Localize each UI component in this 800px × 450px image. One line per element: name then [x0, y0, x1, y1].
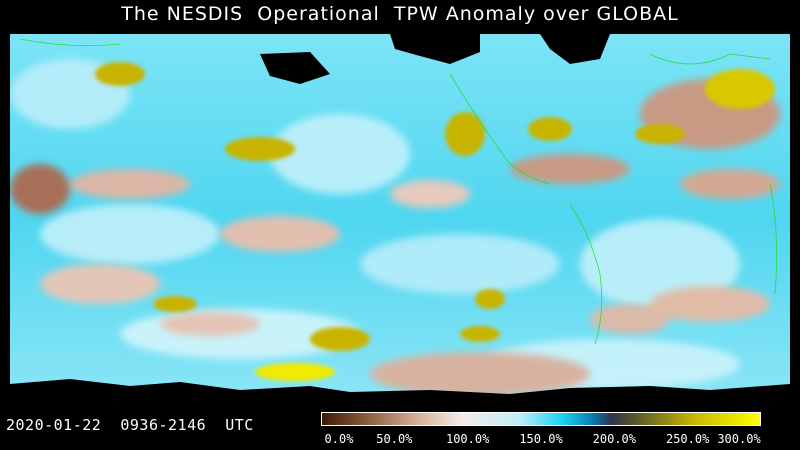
colorbar-tick-label: 300.0%: [717, 432, 761, 446]
coastline-outlines: [19, 38, 778, 345]
colorbar: [321, 412, 761, 426]
map-title: The NESDIS Operational TPW Anomaly over …: [121, 3, 679, 25]
colorbar-tick-label: 50.0%: [376, 432, 413, 446]
dry-anomaly-regions: [10, 79, 780, 396]
colorbar-tick-label: 100.0%: [445, 432, 490, 446]
timestamp-label: 2020-01-22 0936-2146 UTC: [6, 416, 254, 434]
no-data-regions: [10, 34, 790, 406]
colorbar-tick-label: 250.0%: [665, 432, 710, 446]
tpw-anomaly-map: [10, 34, 790, 406]
colorbar-tick-label: 0.0%: [324, 432, 354, 446]
colorbar-tick-label: 150.0%: [519, 432, 563, 446]
colorbar-tick-label: 200.0%: [592, 432, 637, 446]
high-anomaly-regions: [95, 62, 775, 381]
